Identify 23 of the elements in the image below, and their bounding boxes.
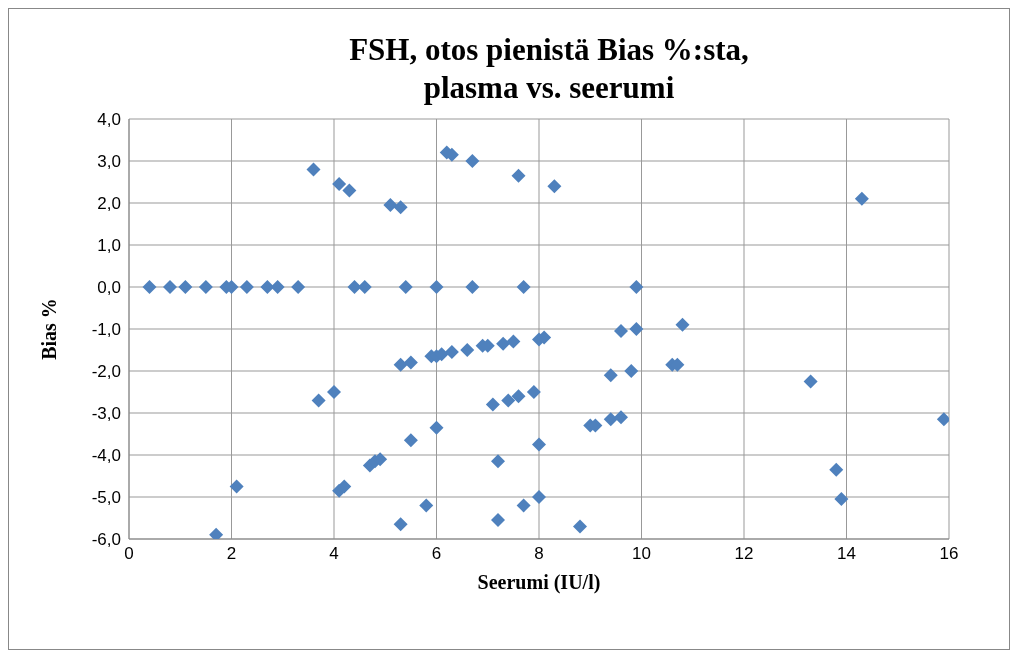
x-tick-label: 8 bbox=[534, 544, 544, 564]
x-tick-label: 14 bbox=[837, 544, 856, 564]
y-tick-label: 4,0 bbox=[97, 110, 121, 130]
x-tick-label: 12 bbox=[734, 544, 754, 564]
y-tick-label: -1,0 bbox=[91, 320, 121, 340]
y-tick-label: 2,0 bbox=[97, 194, 121, 214]
y-tick-label: -5,0 bbox=[91, 488, 121, 508]
y-tick-label: -6,0 bbox=[91, 530, 121, 550]
x-tick-label: 16 bbox=[939, 544, 959, 564]
y-tick-label: 1,0 bbox=[97, 236, 121, 256]
x-tick-label: 6 bbox=[431, 544, 442, 564]
x-tick-label: 2 bbox=[226, 544, 237, 564]
chart-title: FSH, otos pienistä Bias %:sta, plasma vs. seerumi bbox=[348, 31, 750, 107]
x-tick-label: 10 bbox=[632, 544, 651, 564]
x-tick-label: 0 bbox=[124, 544, 134, 564]
y-tick-label: -4,0 bbox=[91, 446, 121, 466]
y-tick-label: -2,0 bbox=[91, 362, 121, 382]
y-tick-label: 3,0 bbox=[97, 152, 121, 172]
y-tick-label: -3,0 bbox=[91, 404, 121, 424]
y-axis-title: Bias % bbox=[38, 298, 61, 360]
x-axis-title: Seerumi (IU/l) bbox=[477, 571, 601, 594]
y-tick-label: 0,0 bbox=[97, 278, 121, 298]
x-tick-label: 4 bbox=[329, 544, 339, 564]
